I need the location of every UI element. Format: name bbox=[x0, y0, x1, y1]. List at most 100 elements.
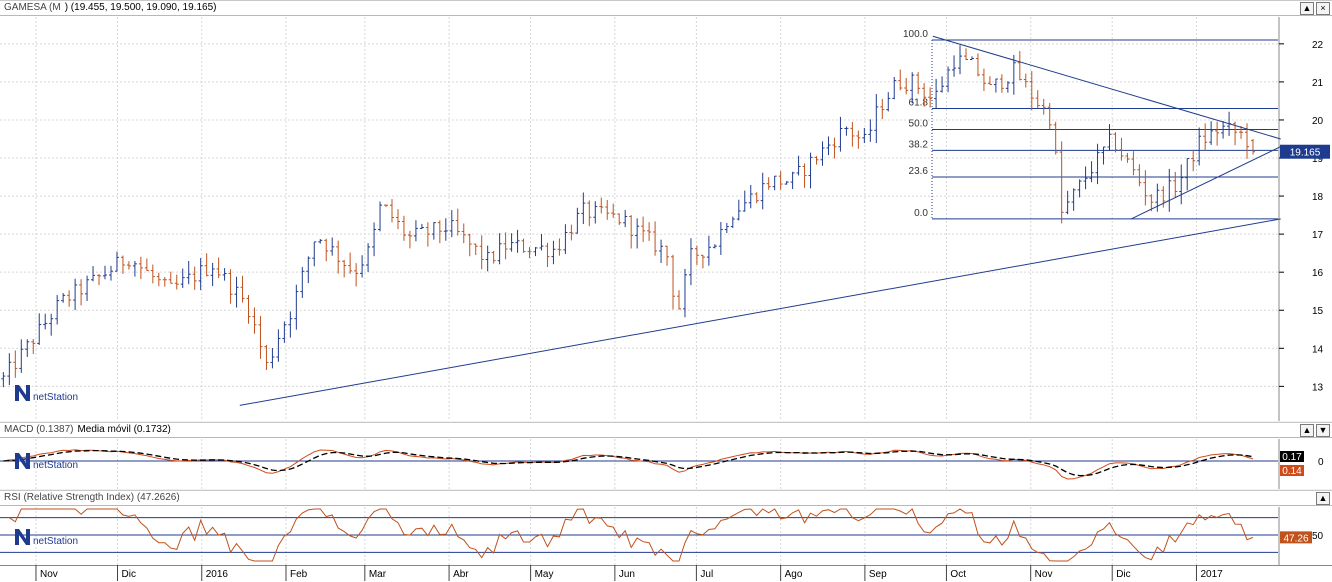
ohlc-bar bbox=[916, 72, 921, 95]
macd-signal-value-box bbox=[1280, 451, 1304, 462]
month-label: 2016 bbox=[206, 569, 229, 580]
ohlc-bar bbox=[934, 78, 939, 109]
ohlc-bar bbox=[497, 233, 502, 265]
ohlc-bar bbox=[940, 76, 945, 93]
move-panel-up-button[interactable]: ▲ bbox=[1300, 424, 1314, 437]
ohlc-bar bbox=[766, 177, 771, 190]
ohlc-bars bbox=[1, 45, 1255, 388]
macd-watermark: netStation bbox=[15, 453, 78, 471]
netstation-logo-icon bbox=[15, 385, 30, 401]
ohlc-bar bbox=[545, 242, 550, 268]
ohlc-bar bbox=[671, 254, 676, 310]
fib-level-label: 61.8 bbox=[909, 98, 929, 109]
macd-chart: 0 0.17 0.14 netStation bbox=[0, 439, 1324, 489]
month-label: Abr bbox=[453, 569, 469, 580]
ohlc-bar bbox=[521, 238, 526, 253]
ohlc-bar bbox=[760, 172, 765, 210]
ohlc-bar bbox=[1155, 183, 1160, 212]
maximize-panel-button[interactable]: ▲ bbox=[1300, 2, 1314, 15]
ohlc-bar bbox=[1185, 158, 1190, 191]
ohlc-bar bbox=[73, 278, 78, 311]
ohlc-bar bbox=[174, 274, 179, 290]
ohlc-bar bbox=[1065, 190, 1070, 215]
move-rsi-panel-up-button[interactable]: ▲ bbox=[1316, 492, 1330, 505]
macd-signal-title: Media móvil (0.1732) bbox=[77, 424, 171, 435]
ohlc-bar bbox=[820, 141, 825, 166]
ohlc-bar bbox=[228, 269, 233, 304]
rsi-grid bbox=[35, 507, 1197, 565]
ohlc-bar bbox=[581, 192, 586, 225]
rsi-value-box bbox=[1280, 531, 1312, 544]
fibonacci-retracement: 100.0 61.8 50.0 38.2 23.6 0.0 bbox=[903, 29, 1278, 220]
ohlc-bar bbox=[844, 126, 849, 136]
ohlc-bar bbox=[198, 258, 203, 291]
ohlc-bar bbox=[993, 78, 998, 93]
ohlc-bar bbox=[1, 372, 6, 388]
ohlc-bar bbox=[724, 222, 729, 234]
ohlc-bar bbox=[473, 243, 478, 256]
ohlc-bar bbox=[162, 277, 167, 287]
month-label: Ago bbox=[785, 569, 803, 580]
ohlc-bar bbox=[1029, 71, 1034, 111]
ohlc-bar bbox=[682, 268, 687, 318]
ohlc-bar bbox=[91, 266, 96, 282]
ohlc-bar bbox=[659, 239, 664, 264]
ohlc-bar bbox=[832, 137, 837, 159]
move-panel-down-button[interactable]: ▼ bbox=[1316, 424, 1330, 437]
ohlc-bar bbox=[1107, 124, 1112, 151]
ohlc-bar bbox=[1059, 141, 1064, 224]
ohlc-bar bbox=[946, 66, 951, 93]
ohlc-bar bbox=[1137, 164, 1142, 187]
rsi-level-label: 50 bbox=[1312, 531, 1324, 542]
month-label: Nov bbox=[1035, 569, 1053, 580]
ohlc-bar bbox=[366, 243, 371, 272]
ohlc-bar bbox=[503, 232, 508, 260]
price-grid bbox=[0, 17, 1278, 421]
ohlc-bar bbox=[79, 279, 84, 306]
ohlc-bar bbox=[348, 252, 353, 274]
ohlc-bar bbox=[778, 171, 783, 190]
ohlc-bar bbox=[1005, 81, 1010, 93]
trendline bbox=[1131, 146, 1281, 220]
ohlc-bar bbox=[192, 266, 197, 290]
watermark-text: netStation bbox=[33, 536, 78, 547]
ohlc-bar bbox=[641, 216, 646, 242]
ohlc-bar bbox=[7, 353, 12, 386]
ohlc-bar bbox=[539, 234, 544, 251]
ohlc-bar bbox=[1161, 186, 1166, 208]
ohlc-bar bbox=[61, 293, 66, 303]
fib-level-label: 23.6 bbox=[909, 166, 929, 177]
ohlc-bar bbox=[802, 163, 807, 188]
month-label: Jun bbox=[619, 569, 635, 580]
ohlc-bar bbox=[330, 237, 335, 256]
ohlc-bar bbox=[706, 235, 711, 266]
ohlc-bar bbox=[114, 251, 119, 272]
last-price-label: 19.165 bbox=[1290, 148, 1321, 159]
trendline bbox=[239, 218, 1281, 406]
ohlc-bar bbox=[647, 222, 652, 241]
ohlc-bar bbox=[922, 83, 927, 107]
ohlc-bar bbox=[826, 136, 831, 156]
macd-panel-title: MACD (0.1387) Media móvil (0.1732) bbox=[4, 424, 171, 435]
ohlc-bar bbox=[19, 339, 24, 373]
ohlc-bar bbox=[55, 295, 60, 325]
rsi-chart: 50 47.26 netStation bbox=[0, 507, 1324, 565]
ohlc-bar bbox=[700, 254, 705, 269]
macd-signal-line bbox=[3, 449, 1254, 477]
time-axis: Nov Dic 2016 Feb Mar Abr May Jun Jul Ago Sep Oct Nov… bbox=[0, 565, 1332, 582]
ohlc-bar bbox=[1011, 54, 1016, 95]
ohlc-bar bbox=[324, 238, 329, 262]
close-panel-button[interactable]: × bbox=[1316, 2, 1330, 15]
ohlc-bar bbox=[479, 235, 484, 270]
ohlc-bar bbox=[635, 218, 640, 249]
month-label: Dic bbox=[122, 569, 136, 580]
ohlc-bar bbox=[407, 230, 412, 249]
price-panel: GAMESA (M) (19.455, 19.500, 19.090, 19.1… bbox=[0, 0, 1332, 421]
price-tick-label: 13 bbox=[1312, 382, 1324, 393]
ohlc-bar bbox=[754, 192, 759, 204]
ohlc-bar bbox=[168, 271, 173, 284]
ohlc-bar bbox=[509, 233, 514, 252]
ohlc-bar bbox=[246, 295, 251, 324]
ohlc-bar bbox=[850, 122, 855, 147]
